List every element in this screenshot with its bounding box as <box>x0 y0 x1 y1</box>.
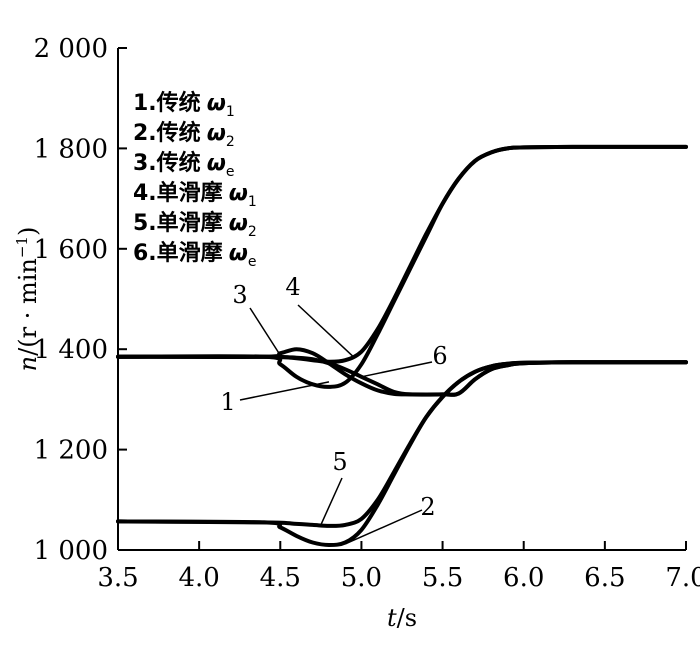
leader-line-1 <box>239 381 330 401</box>
y-axis-close: ) <box>14 227 42 236</box>
legend-label: 传统 <box>156 90 201 116</box>
series-line-5 <box>116 360 688 528</box>
leader-line-4 <box>297 304 354 358</box>
annotation-label-6: 6 <box>432 342 447 370</box>
x-tick-label: 4.0 <box>178 563 219 593</box>
legend-subscript: 1 <box>248 194 257 210</box>
y-tick-label: 1 200 <box>34 436 108 466</box>
legend-label: 传统 <box>156 150 201 176</box>
y-tick-label: 1 800 <box>34 134 108 164</box>
series-line-2 <box>116 360 688 547</box>
legend-label: 单滑摩 <box>157 210 223 236</box>
annotation-label-2: 2 <box>420 493 435 521</box>
legend-symbol: ω <box>229 241 248 266</box>
y-axis-superscript: −1 <box>13 236 31 258</box>
legend-item-3: 3.传统 ωe <box>133 150 234 180</box>
y-axis-label: n/(r · min−1) <box>13 227 42 372</box>
x-tick-label: 6.0 <box>503 563 544 593</box>
y-axis-variable: n <box>14 356 42 371</box>
legend-subscript: 2 <box>226 134 235 150</box>
legend-number: 3. <box>133 151 157 176</box>
y-axis-unit: /(r · min <box>14 258 42 356</box>
legend-subscript: e <box>248 254 257 270</box>
legend-item-5: 5.单滑摩 ω2 <box>133 210 257 240</box>
x-axis-label: t/s <box>387 604 417 632</box>
axis-labels: t/s n/(r · min−1) <box>13 227 417 632</box>
axes <box>117 48 686 551</box>
x-tick-label: 7.0 <box>665 563 700 593</box>
leader-line-6 <box>361 361 433 378</box>
legend-item-2: 2.传统 ω2 <box>133 120 235 150</box>
legend-number: 6. <box>133 241 157 266</box>
legend-item-1: 1.传统 ω1 <box>133 90 235 120</box>
legend-label: 单滑摩 <box>157 240 223 266</box>
legend-symbol: ω <box>229 181 248 206</box>
legend-symbol: ω <box>207 91 226 116</box>
leader-line-3 <box>249 307 281 356</box>
y-tick-label: 1 000 <box>34 536 108 566</box>
legend-symbol: ω <box>207 121 226 146</box>
y-tick-label: 1 600 <box>34 235 108 265</box>
annotation-label-4: 4 <box>285 273 300 301</box>
leader-line-5 <box>320 477 343 526</box>
x-axis-variable: t <box>387 604 397 632</box>
annotation-label-1: 1 <box>220 388 235 416</box>
x-tick-label: 3.5 <box>97 563 138 593</box>
legend-label: 传统 <box>156 120 201 146</box>
legend-subscript: 1 <box>226 104 235 120</box>
series-line-6 <box>116 354 688 397</box>
legend-symbol: ω <box>229 211 248 236</box>
legend-number: 5. <box>133 211 157 236</box>
legend-subscript: e <box>226 164 235 180</box>
x-tick-label: 4.5 <box>260 563 301 593</box>
legend-label: 单滑摩 <box>157 180 223 206</box>
y-tick-label: 2 000 <box>34 34 108 64</box>
annotations: 1 2 3 4 5 6 <box>220 273 448 545</box>
y-tick-label: 1 400 <box>34 335 108 365</box>
legend-item-6: 6.单滑摩 ωe <box>133 240 256 270</box>
x-axis-unit: /s <box>397 604 417 632</box>
legend-item-4: 4.单滑摩 ω1 <box>133 180 257 210</box>
legend-number: 4. <box>133 181 157 206</box>
x-tick-label: 6.5 <box>584 563 625 593</box>
annotation-label-3: 3 <box>232 281 247 309</box>
series-layer <box>116 144 688 547</box>
legend: 1.传统 ω12.传统 ω23.传统 ωe4.单滑摩 ω15.单滑摩 ω26.单滑摩 ωe <box>133 90 257 270</box>
x-tick-label: 5.5 <box>422 563 463 593</box>
annotation-label-5: 5 <box>332 448 347 476</box>
legend-subscript: 2 <box>248 224 257 240</box>
legend-number: 1. <box>133 91 157 116</box>
x-tick-label: 5.0 <box>341 563 382 593</box>
legend-symbol: ω <box>207 151 226 176</box>
leader-line-2 <box>344 509 423 545</box>
legend-number: 2. <box>133 121 157 146</box>
